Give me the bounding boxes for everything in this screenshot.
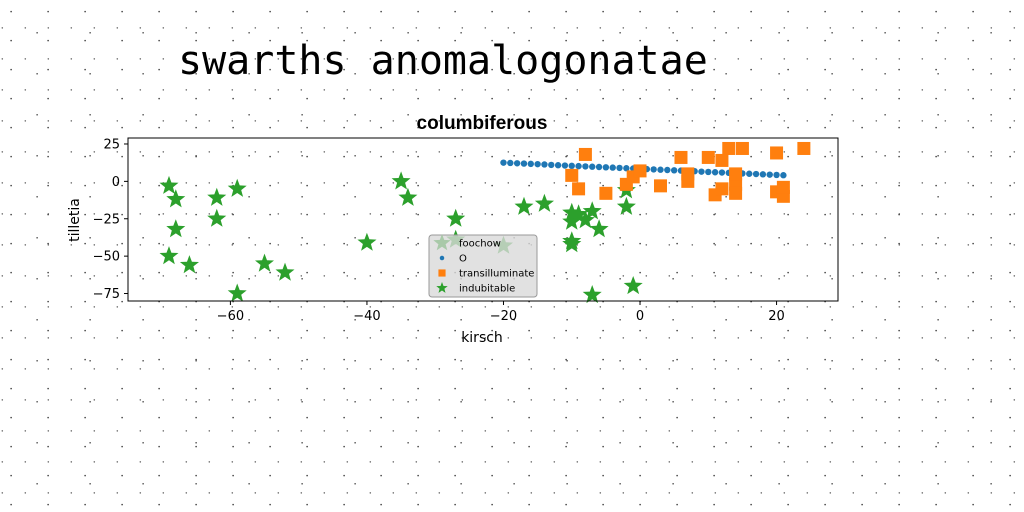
data-point-indubitable <box>207 188 226 206</box>
data-point-indubitable <box>180 255 199 273</box>
data-point-O <box>507 160 513 166</box>
data-point-transilluminate <box>579 148 592 161</box>
y-tick-label: −50 <box>93 250 120 265</box>
data-point-indubitable <box>276 263 295 281</box>
data-point-indubitable <box>617 197 636 215</box>
data-point-indubitable <box>166 219 185 237</box>
legend-marker-O <box>440 256 444 260</box>
data-point-O <box>671 167 677 173</box>
data-point-O <box>664 167 670 173</box>
data-point-O <box>596 164 602 170</box>
data-point-O <box>562 162 568 168</box>
series-indubitable <box>160 171 643 303</box>
x-tick-label: −40 <box>353 309 380 324</box>
x-axis: −60 −40 −20 0 20 <box>217 301 785 324</box>
data-point-O <box>582 163 588 169</box>
data-point-transilluminate <box>702 151 715 164</box>
x-axis-label: kirsch <box>461 330 503 346</box>
data-point-indubitable <box>228 179 247 197</box>
data-point-indubitable <box>228 284 247 302</box>
x-tick-label: −60 <box>217 309 244 324</box>
legend-marker-transilluminate <box>438 269 445 276</box>
y-tick-label: −25 <box>93 212 120 227</box>
data-point-transilluminate <box>777 181 790 194</box>
data-point-O <box>603 164 609 170</box>
data-point-O <box>780 172 786 178</box>
data-point-indubitable <box>398 188 417 206</box>
legend-label-transilluminate: transilluminate <box>459 269 534 280</box>
data-point-transilluminate <box>715 182 728 195</box>
data-point-O <box>746 171 752 177</box>
data-point-O <box>767 171 773 177</box>
data-point-transilluminate <box>722 142 735 155</box>
data-point-O <box>555 162 561 168</box>
data-point-O <box>650 166 656 172</box>
data-point-transilluminate <box>729 187 742 200</box>
data-point-transilluminate <box>572 182 585 195</box>
data-point-O <box>753 171 759 177</box>
y-tick-label: 0 <box>112 175 120 190</box>
data-point-O <box>521 160 527 166</box>
x-tick-label: 20 <box>768 309 785 324</box>
data-point-indubitable <box>583 285 602 303</box>
data-point-O <box>500 159 506 165</box>
data-point-transilluminate <box>681 175 694 188</box>
chart-title: columbiferous <box>417 113 548 134</box>
data-point-indubitable <box>207 209 226 227</box>
data-point-O <box>610 164 616 170</box>
data-point-O <box>616 165 622 171</box>
legend-label-foochow: foochow <box>459 239 501 250</box>
data-point-O <box>569 163 575 169</box>
data-point-transilluminate <box>715 154 728 167</box>
data-point-indubitable <box>160 246 179 264</box>
data-point-O <box>541 161 547 167</box>
x-tick-label: 0 <box>636 309 644 324</box>
data-point-transilluminate <box>674 151 687 164</box>
data-point-O <box>719 169 725 175</box>
data-point-O <box>589 164 595 170</box>
data-point-O <box>548 162 554 168</box>
data-point-indubitable <box>515 197 534 215</box>
data-point-transilluminate <box>654 179 667 192</box>
data-point-O <box>657 167 663 173</box>
data-point-transilluminate <box>736 142 749 155</box>
data-point-O <box>773 172 779 178</box>
legend-label-O: O <box>459 254 467 265</box>
data-point-transilluminate <box>634 164 647 177</box>
data-point-transilluminate <box>770 146 783 159</box>
data-point-O <box>575 163 581 169</box>
data-point-indubitable <box>446 209 465 227</box>
y-axis-label: tilletia <box>67 198 83 242</box>
data-point-indubitable <box>357 233 376 251</box>
data-point-O <box>760 171 766 177</box>
y-axis: 25 0 −25 −50 −75 <box>93 137 128 302</box>
data-point-O <box>534 161 540 167</box>
data-point-indubitable <box>392 171 411 189</box>
y-tick-label: −75 <box>93 287 120 302</box>
data-point-O <box>514 160 520 166</box>
data-point-indubitable <box>535 194 554 212</box>
data-point-O <box>528 161 534 167</box>
data-point-O <box>698 168 704 174</box>
data-point-transilluminate <box>599 187 612 200</box>
data-point-indubitable <box>255 254 274 272</box>
data-point-O <box>712 169 718 175</box>
data-point-indubitable <box>590 219 609 237</box>
data-point-indubitable <box>624 276 643 294</box>
data-point-transilluminate <box>729 167 742 180</box>
data-point-O <box>705 169 711 175</box>
x-tick-label: −20 <box>490 309 517 324</box>
data-point-transilluminate <box>565 169 578 182</box>
y-tick-label: 25 <box>103 137 120 152</box>
data-point-indubitable <box>166 189 185 207</box>
legend-label-indubitable: indubitable <box>459 284 515 295</box>
data-point-transilluminate <box>797 142 810 155</box>
series-transilluminate <box>565 142 810 203</box>
